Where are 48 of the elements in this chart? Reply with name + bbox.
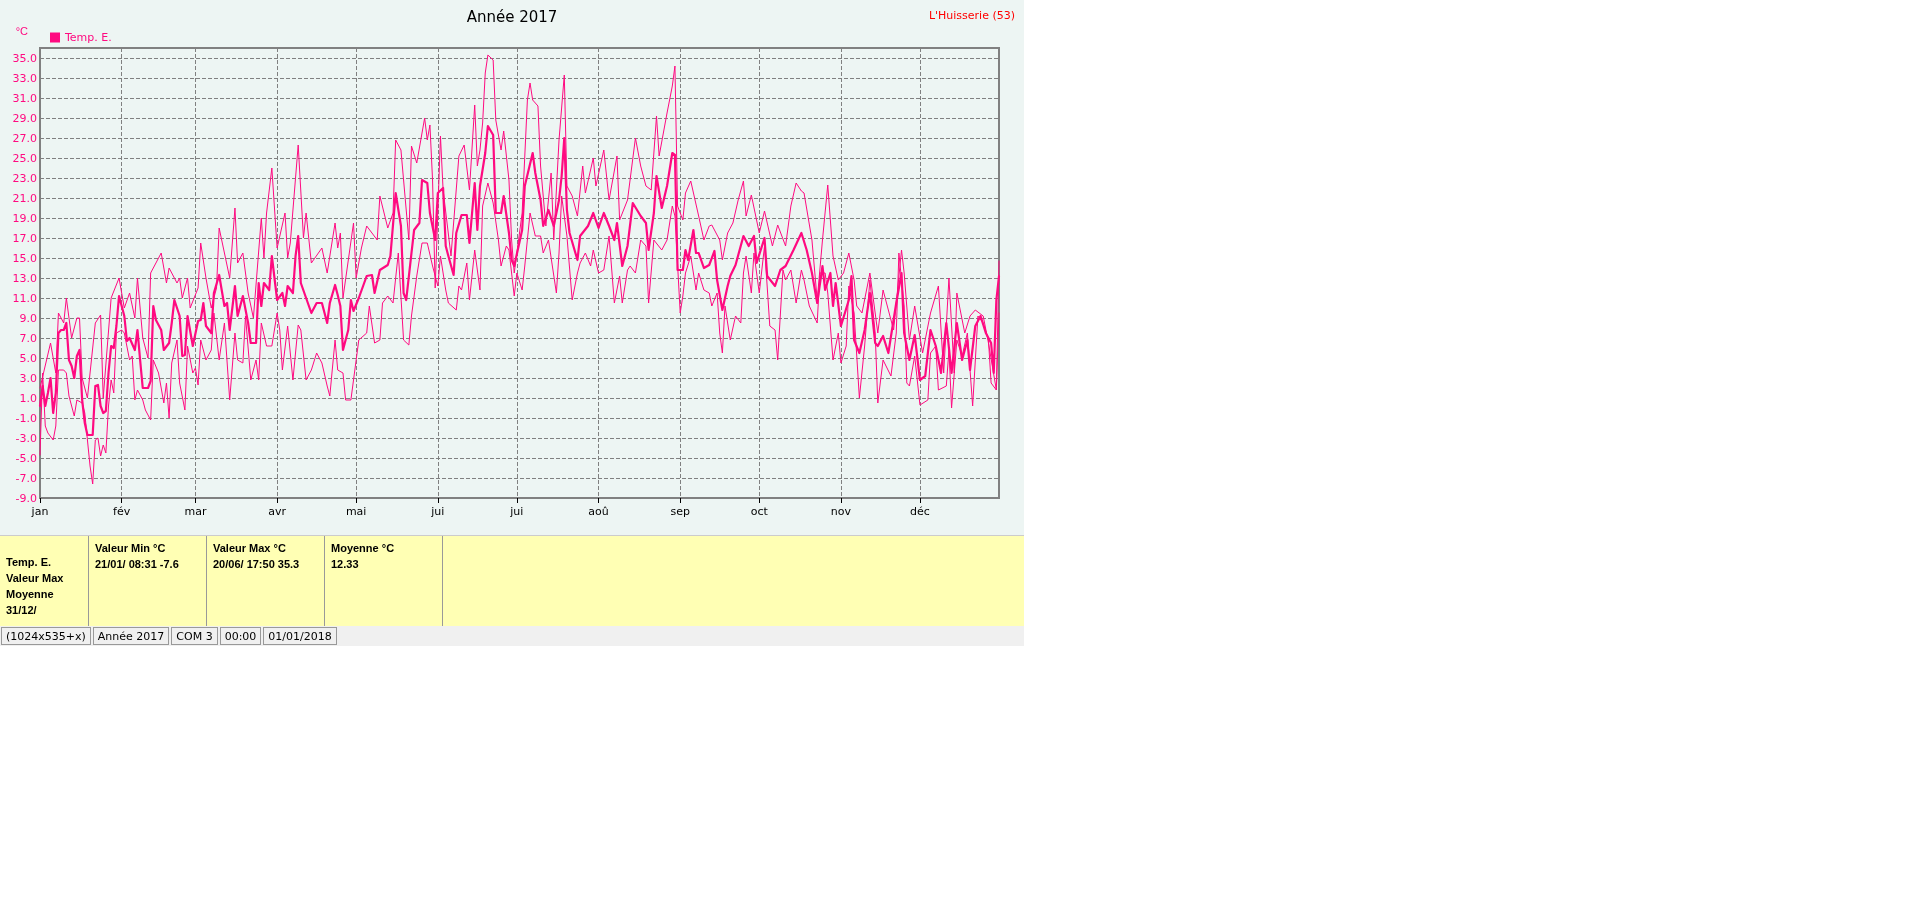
y-tick-label: 25.0 (12, 151, 37, 165)
y-tick-label: 7.0 (19, 331, 37, 345)
x-tick-label: mar (184, 505, 207, 518)
y-tick-label: 23.0 (12, 171, 37, 185)
y-tick-label: 5.0 (19, 351, 37, 365)
y-tick-label: 35.0 (12, 51, 37, 65)
text: Temp. E. Valeur Max Moyenne 31/12/ (0, 536, 89, 626)
text: Année 2017 (92, 627, 170, 645)
legend-label: Temp. E. (64, 31, 112, 44)
text: COM 3 (171, 627, 218, 645)
y-tick-label: 33.0 (12, 71, 37, 85)
y-tick-label: -5.0 (15, 451, 37, 465)
x-tick-label: mai (345, 505, 367, 518)
text: Valeur Min °C 21/01/ 08:31 -7.6 (89, 536, 207, 626)
y-tick-label: -1.0 (15, 411, 37, 425)
text: (1024x535+x) (1, 627, 91, 645)
x-tick-label: sep (670, 505, 690, 518)
y-tick-label: -3.0 (15, 431, 37, 445)
y-tick-label: 9.0 (19, 311, 37, 325)
x-tick-label: nov (830, 505, 852, 518)
x-tick-label: fév (113, 505, 131, 518)
x-tick-label: jan (30, 505, 49, 518)
x-tick-label: avr (268, 505, 287, 518)
chart-subtitle: L'Huisserie (53) (928, 9, 1016, 22)
y-tick-label: -9.0 (15, 491, 37, 505)
y-tick-label: 1.0 (19, 391, 37, 405)
x-tick-label: oct (750, 505, 769, 518)
y-tick-label: -7.0 (15, 471, 37, 485)
x-tick-label: déc (910, 505, 930, 518)
y-tick-label: 29.0 (12, 111, 37, 125)
y-tick-label: 11.0 (12, 291, 37, 305)
y-tick-label: 31.0 (12, 91, 37, 105)
x-tick-label: aoû (588, 505, 609, 518)
y-tick-label: 27.0 (12, 131, 37, 145)
y-tick-label: 3.0 (19, 371, 37, 385)
y-tick-label: 19.0 (12, 211, 37, 225)
text: Moyenne °C 12.33 (325, 536, 443, 626)
y-tick-label: 17.0 (12, 231, 37, 245)
y-tick-label: 13.0 (12, 271, 37, 285)
x-tick-label: jui (509, 505, 524, 518)
text: Valeur Max °C 20/06/ 17:50 35.3 (207, 536, 325, 626)
y-tick-label: 15.0 (12, 251, 37, 265)
x-tick-label: jui (430, 505, 445, 518)
chart-title: Année 2017 (466, 7, 558, 26)
y-axis-title: °C (15, 24, 29, 37)
text: 01/01/2018 (263, 627, 337, 645)
text: 00:00 (219, 627, 262, 645)
y-tick-label: 21.0 (12, 191, 37, 205)
